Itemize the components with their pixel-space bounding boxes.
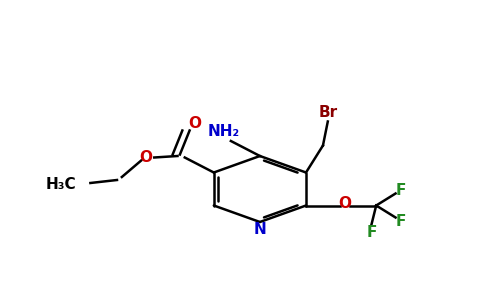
Text: Br: Br xyxy=(318,105,337,120)
Text: F: F xyxy=(366,225,377,240)
Text: O: O xyxy=(338,196,351,211)
Text: NH₂: NH₂ xyxy=(208,124,240,140)
Text: O: O xyxy=(188,116,201,130)
Text: F: F xyxy=(395,183,406,198)
Text: O: O xyxy=(139,150,152,165)
Text: N: N xyxy=(254,222,266,237)
Text: H₃C: H₃C xyxy=(45,177,76,192)
Text: F: F xyxy=(395,214,406,230)
